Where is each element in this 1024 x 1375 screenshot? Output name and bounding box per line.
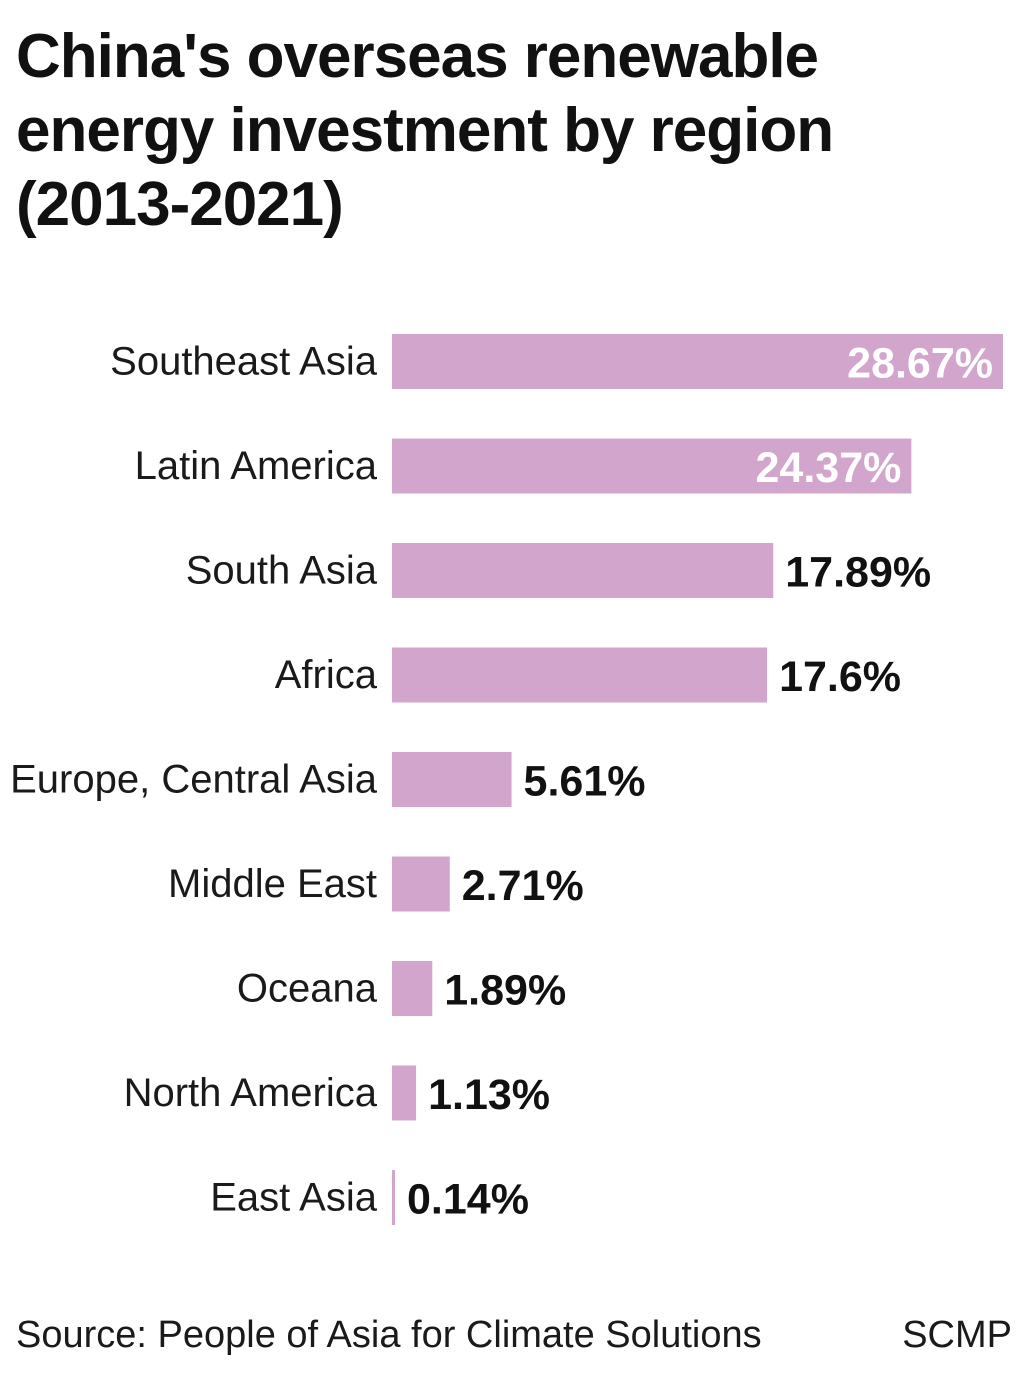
data-label: 28.67% [847,340,993,388]
category-label: Oceana [237,967,378,1011]
bar [392,961,433,1016]
bar-row: Oceana 1.89% [237,961,566,1016]
data-label: 24.37% [756,444,902,492]
bar-row: East Asia 0.14% [210,1170,529,1225]
data-label: 2.71% [462,862,584,910]
bar-row: North America 1.13% [124,1065,550,1121]
bar [392,438,912,494]
bar [392,543,774,598]
category-label: Europe, Central Asia [10,758,378,802]
data-label: 1.89% [444,967,566,1015]
data-label: 1.13% [428,1071,550,1119]
data-label: 0.14% [407,1176,529,1224]
bar [392,752,512,807]
source-note: Source: People of Asia for Climate Solut… [16,1314,762,1356]
bar [392,856,450,912]
category-label: Africa [275,653,378,697]
footer: Source: People of Asia for Climate Solut… [16,1314,1012,1364]
data-label: 17.89% [785,549,931,597]
bar-row: Southeast Asia 28.67% [110,334,1003,389]
bar-row: South Asia 17.89% [186,543,931,598]
category-label: Southeast Asia [110,340,378,384]
bar-row: Europe, Central Asia 5.61% [10,752,645,807]
category-label: Latin America [135,444,378,488]
brand-logo-text: SCMP [902,1314,1012,1356]
data-label: 5.61% [524,758,646,806]
bar [392,1065,417,1121]
category-label: East Asia [210,1176,378,1220]
category-label: South Asia [186,549,378,593]
bar [392,647,768,703]
chart-title: China's overseas renewable energy invest… [16,22,834,239]
bar-row: Africa 17.6% [275,647,901,703]
category-label: Middle East [168,862,377,906]
bar [392,1170,395,1225]
category-label: North America [124,1071,378,1115]
bar [392,334,1003,389]
data-label: 17.6% [779,653,901,701]
bar-row: Middle East 2.71% [168,856,584,912]
bar-row: Latin America 24.37% [135,438,912,494]
